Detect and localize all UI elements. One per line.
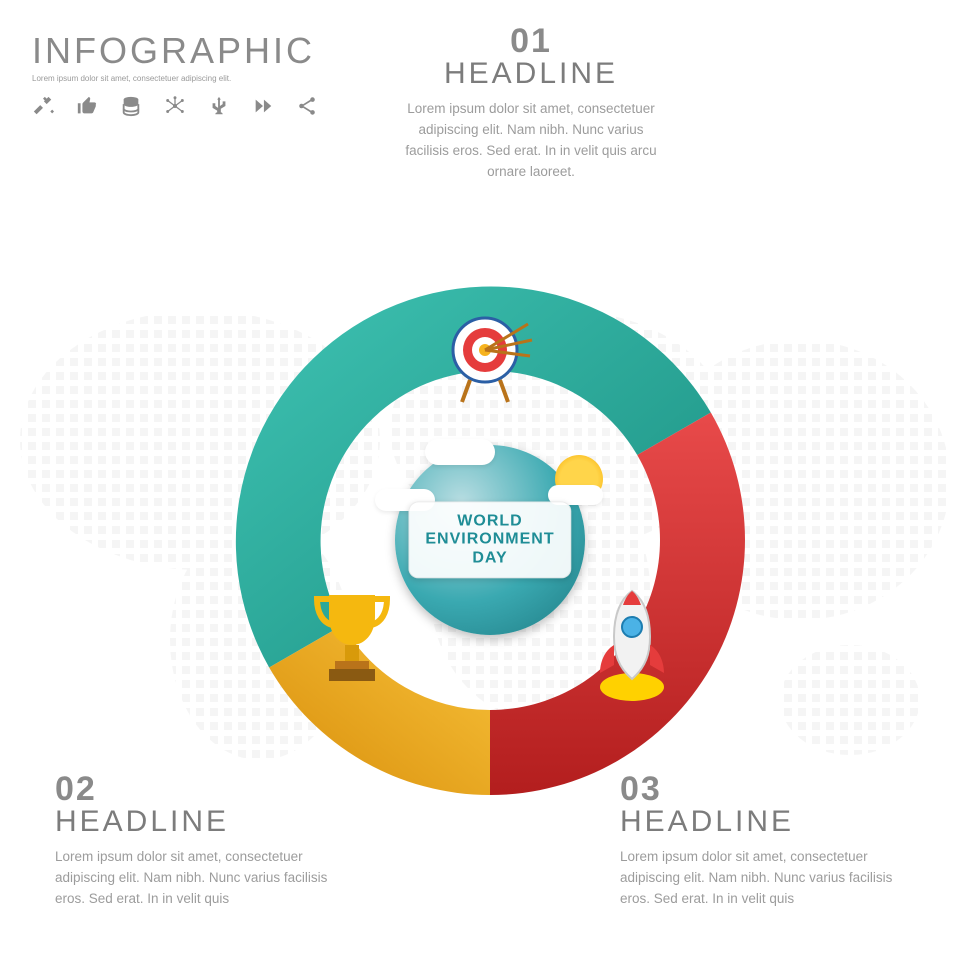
headline-3-body: Lorem ipsum dolor sit amet, consectetuer… <box>620 847 920 910</box>
center-line1: WORLD <box>425 512 554 530</box>
network-icon <box>164 95 186 117</box>
headline-1: 01 HEADLINE Lorem ipsum dolor sit amet, … <box>396 22 666 183</box>
headline-2-title: HEADLINE <box>55 805 355 839</box>
rocket-icon <box>587 585 677 710</box>
headline-1-title: HEADLINE <box>396 57 666 91</box>
segment-ring: WORLD ENVIRONMENT DAY <box>215 265 765 815</box>
headline-3-number: 03 <box>620 770 920 809</box>
headline-2: 02 HEADLINE Lorem ipsum dolor sit amet, … <box>55 770 355 910</box>
center-badge: WORLD ENVIRONMENT DAY <box>408 501 571 578</box>
target-icon <box>440 310 540 415</box>
trophy-icon <box>307 585 397 700</box>
page-title: INFOGRAPHIC <box>32 30 318 72</box>
usb-icon <box>208 95 230 117</box>
cloud-icon <box>425 439 495 465</box>
headline-3-title: HEADLINE <box>620 805 920 839</box>
headline-3: 03 HEADLINE Lorem ipsum dolor sit amet, … <box>620 770 920 910</box>
thumbs-up-icon <box>76 95 98 117</box>
database-icon <box>120 95 142 117</box>
headline-1-body: Lorem ipsum dolor sit amet, consectetuer… <box>396 99 666 183</box>
forward-icon <box>252 95 274 117</box>
icon-row <box>32 95 318 117</box>
page-subtitle: Lorem ipsum dolor sit amet, consectetuer… <box>32 74 318 83</box>
center-graphic: WORLD ENVIRONMENT DAY <box>395 445 585 635</box>
headline-1-number: 01 <box>396 22 666 61</box>
tools-icon <box>32 95 54 117</box>
headline-2-number: 02 <box>55 770 355 809</box>
header: INFOGRAPHIC Lorem ipsum dolor sit amet, … <box>32 30 318 117</box>
center-line2: ENVIRONMENT <box>425 531 554 549</box>
globe-icon: WORLD ENVIRONMENT DAY <box>395 445 585 635</box>
share-icon <box>296 95 318 117</box>
center-line3: DAY <box>425 549 554 567</box>
headline-2-body: Lorem ipsum dolor sit amet, consectetuer… <box>55 847 355 910</box>
